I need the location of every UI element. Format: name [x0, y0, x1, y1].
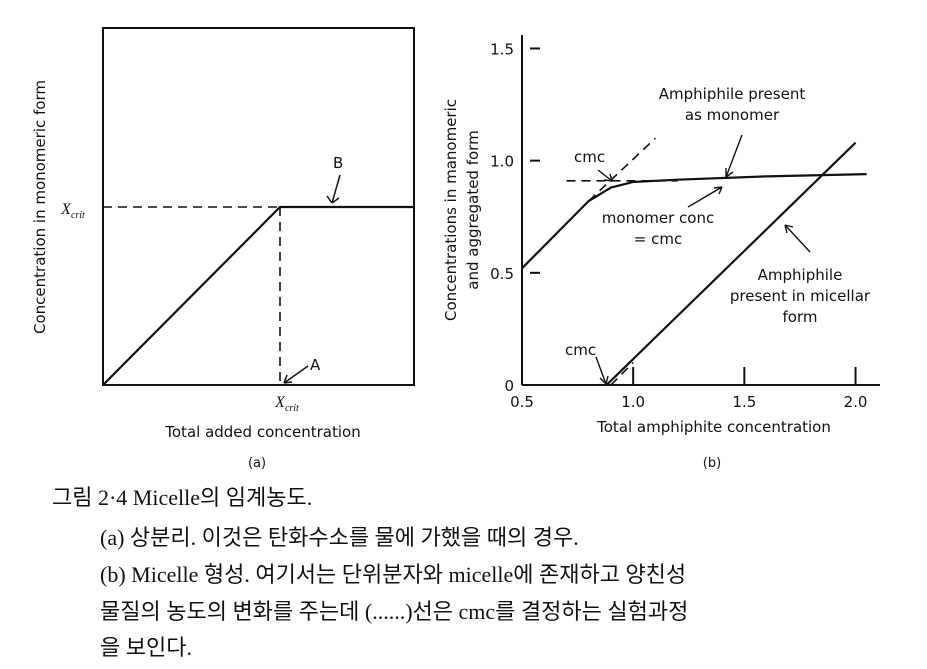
annotation: form	[783, 308, 818, 326]
x-tick-label: 2.0	[844, 393, 868, 411]
y-marker: Xcrit	[60, 201, 85, 221]
subscript: crit	[71, 210, 85, 221]
panel-tag: (a)	[248, 456, 266, 471]
symbol: X	[274, 394, 286, 411]
caption-title: 그림 2·4 Micelle의 임계농도.	[52, 485, 312, 510]
x-tick-label: 0.5	[510, 393, 534, 411]
symbol: X	[60, 201, 72, 218]
y-tick-label: 0.5	[490, 265, 514, 283]
arrow	[283, 365, 309, 384]
annotation: monomer conc	[602, 209, 714, 227]
subscript: crit	[285, 403, 299, 414]
y-axis-label: Concentrations in manomeric	[442, 99, 460, 321]
x-tick-label: 1.5	[732, 393, 756, 411]
x-tick-label: 1.0	[621, 393, 645, 411]
x-axis-label: Total amphiphite concentration	[596, 418, 831, 436]
y-tick-label: 0	[504, 377, 514, 395]
arrow	[326, 174, 341, 204]
caption-line: (b) Micelle 형성. 여기서는 단위분자와 micelle에 존재하고…	[100, 562, 686, 587]
extrapolation-line	[610, 362, 634, 386]
panel-tag: (b)	[703, 456, 721, 471]
x-marker: Xcrit	[274, 394, 299, 414]
y-axis-label: and aggregated form	[464, 130, 482, 289]
annotation: cmc	[565, 341, 596, 359]
data-line	[605, 141, 857, 386]
y-tick-label: 1.5	[490, 40, 514, 58]
caption-line: 을 보인다.	[100, 635, 192, 660]
point-label: B	[333, 154, 343, 172]
annotation: Amphiphile	[758, 266, 843, 284]
data-line	[521, 173, 867, 270]
annotation: Amphiphile present	[659, 85, 806, 103]
y-axis-label: Concentration in monomeric form	[31, 80, 49, 334]
annotation: present in micellar	[730, 287, 871, 305]
annotation: as monomer	[685, 106, 780, 124]
extrapolation-line	[588, 137, 656, 202]
x-axis-label: Total added concentration	[164, 423, 360, 441]
caption-line: (a) 상분리. 이것은 탄화수소를 물에 가했을 때의 경우.	[100, 525, 579, 550]
arrows	[595, 134, 811, 385]
monomer-curve	[102, 205, 414, 386]
annotation: cmc	[574, 148, 605, 166]
annotation: = cmc	[634, 230, 682, 248]
point-label: A	[310, 356, 321, 374]
caption-line: 물질의 농도의 변화를 주는데 (......)선은 cmc를 결정하는 실험과…	[100, 599, 688, 624]
y-tick-label: 1.0	[490, 153, 514, 171]
